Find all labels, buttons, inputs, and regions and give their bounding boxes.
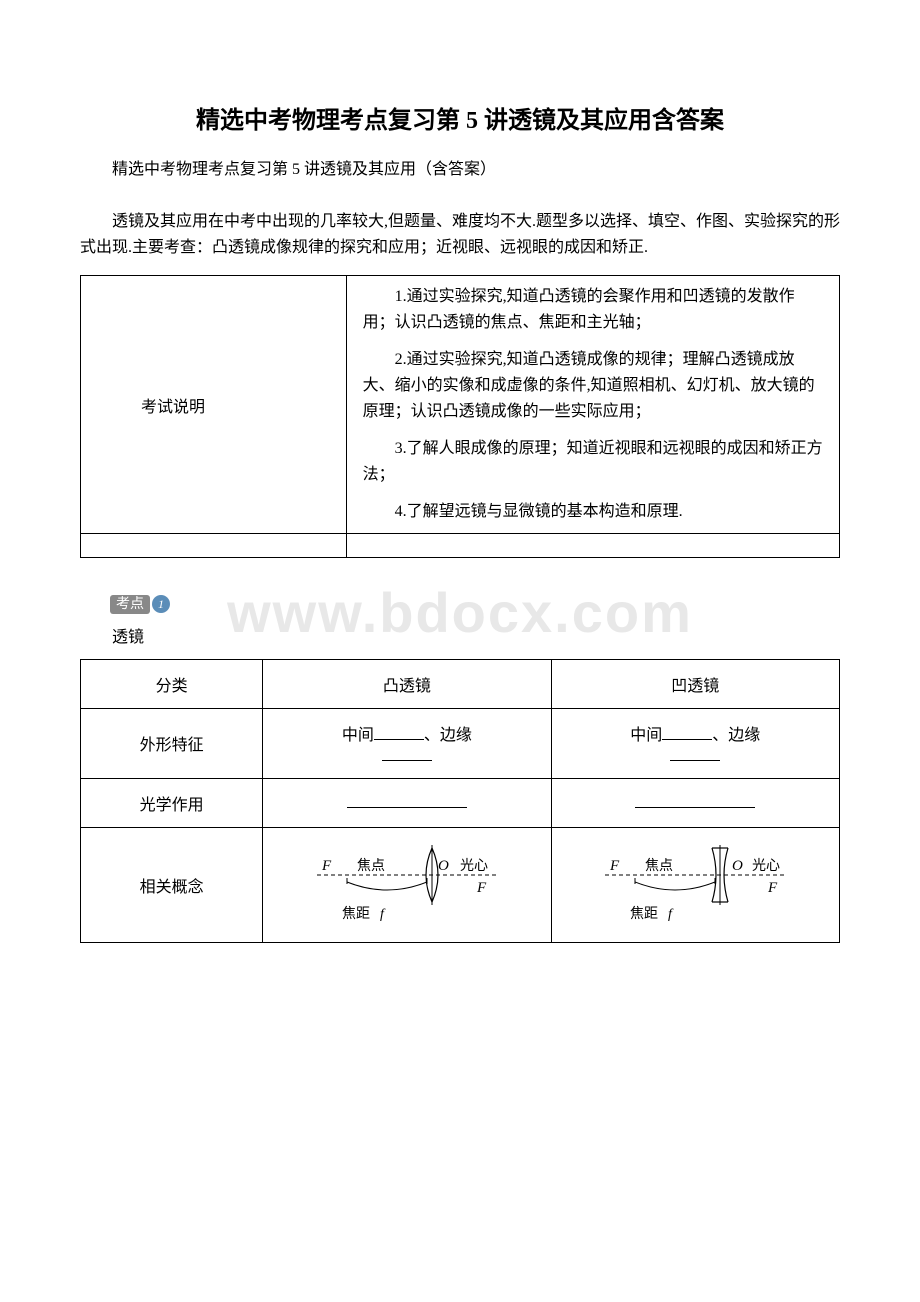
svg-text:F: F — [321, 858, 332, 874]
svg-text:O: O — [438, 858, 449, 874]
exam-label-cell: 考试说明 — [81, 276, 347, 534]
exam-point-3: 3.了解人眼成像的原理；知道近视眼和远视眼的成因和矫正方法； — [363, 436, 823, 487]
concave-optical-cell — [551, 778, 839, 827]
blank-fill — [670, 745, 720, 761]
exam-content-cell: 1.通过实验探究,知道凸透镜的会聚作用和凹透镜的发散作用；认识凸透镜的焦点、焦距… — [346, 276, 839, 534]
header-concave: 凹透镜 — [551, 659, 839, 708]
intro-paragraph: 透镜及其应用在中考中出现的几率较大,但题量、难度均不大.题型多以选择、填空、作图… — [80, 209, 840, 260]
exam-description-table: 考试说明 1.通过实验探究,知道凸透镜的会聚作用和凹透镜的发散作用；认识凸透镜的… — [80, 275, 840, 558]
concave-shape-cell: 中间、边缘 — [551, 708, 839, 778]
table-row-optical: 光学作用 — [81, 778, 840, 827]
table-row-concepts: 相关概念 F 焦点 O 光心 F 焦距 f — [81, 827, 840, 942]
document-content: 精选中考物理考点复习第 5 讲透镜及其应用含答案 精选中考物理考点复习第 5 讲… — [80, 100, 840, 943]
topic-badge: 考点1 — [110, 593, 170, 613]
exam-point-1: 1.通过实验探究,知道凸透镜的会聚作用和凹透镜的发散作用；认识凸透镜的焦点、焦距… — [363, 284, 823, 335]
svg-text:f: f — [380, 907, 386, 922]
svg-text:F: F — [476, 880, 487, 896]
row-label-optical: 光学作用 — [81, 778, 263, 827]
lens-comparison-table: 分类 凸透镜 凹透镜 外形特征 中间、边缘 中间、边缘 光学作用 相关概念 — [80, 659, 840, 943]
concave-lens-diagram: F 焦点 O 光心 F 焦距 f — [590, 840, 800, 930]
blank-fill — [635, 792, 755, 808]
concave-diagram-cell: F 焦点 O 光心 F 焦距 f — [551, 827, 839, 942]
svg-text:F: F — [767, 880, 778, 896]
svg-text:焦点: 焦点 — [645, 858, 673, 874]
svg-text:光心: 光心 — [752, 858, 780, 874]
subtitle: 精选中考物理考点复习第 5 讲透镜及其应用（含答案） — [80, 155, 840, 179]
svg-text:焦距: 焦距 — [342, 906, 370, 922]
convex-lens-diagram: F 焦点 O 光心 F 焦距 f — [302, 840, 512, 930]
badge-label: 考点 — [110, 595, 150, 614]
blank-fill — [374, 724, 424, 740]
svg-text:F: F — [609, 858, 620, 874]
empty-row — [81, 533, 840, 557]
header-convex: 凸透镜 — [263, 659, 551, 708]
badge-number: 1 — [152, 595, 170, 613]
convex-optical-cell — [263, 778, 551, 827]
blank-fill — [662, 724, 712, 740]
section-title: 透镜 — [80, 623, 840, 647]
table-row-header: 分类 凸透镜 凹透镜 — [81, 659, 840, 708]
svg-text:焦距: 焦距 — [630, 906, 658, 922]
convex-diagram-cell: F 焦点 O 光心 F 焦距 f — [263, 827, 551, 942]
svg-text:f: f — [668, 907, 674, 922]
exam-point-2: 2.通过实验探究,知道凸透镜成像的规律；理解凸透镜成放大、缩小的实像和成虚像的条… — [363, 347, 823, 424]
svg-text:焦点: 焦点 — [357, 858, 385, 874]
convex-shape-cell: 中间、边缘 — [263, 708, 551, 778]
exam-point-4: 4.了解望远镜与显微镜的基本构造和原理. — [363, 499, 823, 525]
row-label-concepts: 相关概念 — [81, 827, 263, 942]
blank-fill — [347, 792, 467, 808]
blank-fill — [382, 745, 432, 761]
svg-text:O: O — [732, 858, 743, 874]
svg-text:光心: 光心 — [460, 858, 488, 874]
table-row-shape: 外形特征 中间、边缘 中间、边缘 — [81, 708, 840, 778]
header-category: 分类 — [81, 659, 263, 708]
row-label-shape: 外形特征 — [81, 708, 263, 778]
page-title: 精选中考物理考点复习第 5 讲透镜及其应用含答案 — [80, 100, 840, 135]
